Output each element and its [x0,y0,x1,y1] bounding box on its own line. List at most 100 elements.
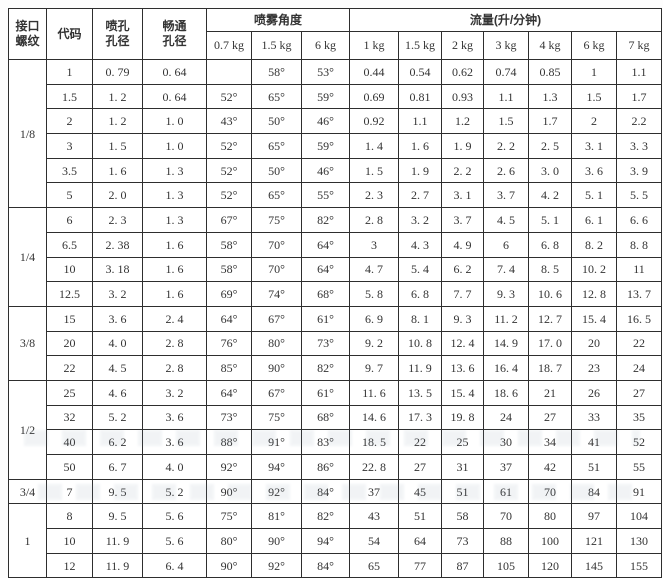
cell-spray-angle: 85° [206,355,252,381]
cell-clear-diameter: 2. 8 [142,355,207,381]
table-row: 20 4. 0 2. 8 76° 80° 73° 9. 2 10. 8 12. 4 14. 9 17… [9,330,662,357]
cell-spray-angle: 68° [301,281,350,307]
table-row: 22 4. 5 2. 8 85° 90° 82° 9. 7 11. 9 13. 6 16. 4 18… [9,355,662,381]
cell-spray-angle: 94° [301,528,350,554]
cell-flow-rate: 24 [483,404,529,431]
cell-flow-rate: 14. 6 [349,404,399,431]
cell-spray-angle: 75° [206,503,252,530]
cell-flow-rate: 77 [398,552,442,578]
cell-spray-angle: 46° [301,108,350,135]
cell-flow-rate: 4. 3 [398,231,442,258]
cell-code: 6 [46,207,93,233]
cell-flow-rate: 2. 6 [483,157,529,184]
cell-clear-diameter: 2. 4 [142,305,207,332]
cell-flow-rate: 51 [571,454,617,480]
cell-flow-rate: 1. 9 [398,157,442,184]
cell-flow-rate: 15. 4 [441,379,484,406]
cell-clear-diameter: 2. 8 [142,330,207,357]
cell-spray-angle: 61° [301,379,350,406]
cell-flow-rate: 6. 2 [441,256,484,283]
cell-flow-rate: 11. 2 [483,305,529,332]
cell-spray-angle: 88° [206,429,252,455]
cell-code: 12.5 [46,281,93,307]
cell-spray-angle: 52° [206,133,252,159]
cell-orifice-diameter: 3. 2 [92,281,143,307]
cell-spray-angle: 75° [251,207,302,233]
cell-spray-angle: 64° [206,305,252,332]
cell-spray-angle: 86° [301,454,350,480]
cell-code: 22 [46,355,93,381]
table-row: 12.5 3. 2 1. 6 69° 74° 68° 5. 8 6. 8 7. 7 9. 3 10.… [9,281,662,307]
cell-flow-rate: 64 [398,528,442,554]
cell-flow-rate: 22 [398,429,442,455]
cell-spray-angle: 59° [301,133,350,159]
cell-flow-rate: 19. 8 [441,404,484,431]
cell-flow-rate: 11 [616,256,662,283]
thread-group-label: 1 [8,503,47,578]
cell-flow-rate: 23 [571,355,617,381]
cell-flow-rate: 41 [571,429,617,455]
cell-flow-rate: 2. 2 [441,157,484,184]
cell-flow-rate: 31 [441,454,484,480]
cell-spray-angle: 90° [251,528,302,554]
cell-flow-rate: 11. 9 [398,355,442,381]
cell-flow-rate: 2.2 [616,108,662,135]
cell-flow-rate: 91 [616,478,662,505]
cell-clear-diameter: 1. 6 [142,281,207,307]
cell-flow-rate: 43 [349,503,399,530]
cell-flow-rate: 7. 7 [441,281,484,307]
cell-spray-angle: 84° [301,478,350,505]
cell-spray-angle: 75° [251,404,302,431]
cell-flow-rate: 8. 1 [398,305,442,332]
cell-flow-rate: 70 [483,503,529,530]
cell-spray-angle: 81° [251,503,302,530]
header-clear-diameter: 畅通 孔径 [142,8,207,60]
cell-clear-diameter: 1. 0 [142,108,207,135]
cell-flow-rate: 9. 7 [349,355,399,381]
flow-pressure-col-header: 3 kg [483,31,529,60]
cell-clear-diameter: 5. 6 [142,528,207,554]
cell-flow-rate: 1.7 [528,108,572,135]
cell-clear-diameter: 1. 3 [142,157,207,184]
cell-spray-angle: 52° [206,157,252,184]
cell-clear-diameter: 6. 4 [142,552,207,578]
cell-flow-rate: 1. 6 [398,133,442,159]
cell-flow-rate: 1.1 [398,108,442,135]
cell-spray-angle: 58° [206,256,252,283]
cell-spray-angle: 52° [206,182,252,209]
cell-flow-rate: 155 [616,552,662,578]
cell-flow-rate: 1.1 [616,59,662,85]
cell-orifice-diameter: 11. 9 [92,528,143,554]
cell-spray-angle: 69° [206,281,252,307]
cell-flow-rate: 12. 4 [441,330,484,357]
cell-flow-rate: 1. 4 [349,133,399,159]
cell-flow-rate: 104 [616,503,662,530]
cell-spray-angle: 76° [206,330,252,357]
cell-flow-rate: 18. 6 [483,379,529,406]
cell-flow-rate: 2. 3 [349,182,399,209]
cell-flow-rate: 22. 8 [349,454,399,480]
cell-flow-rate: 9. 2 [349,330,399,357]
cell-flow-rate: 5. 4 [398,256,442,283]
cell-spray-angle: 91° [251,429,302,455]
cell-flow-rate: 7. 4 [483,256,529,283]
cell-flow-rate: 88 [483,528,529,554]
cell-flow-rate: 5. 8 [349,281,399,307]
cell-spray-angle: 80° [206,528,252,554]
thread-group-label: 1/2 [8,379,47,480]
cell-flow-rate: 100 [528,528,572,554]
cell-orifice-diameter: 2. 3 [92,207,143,233]
cell-spray-angle: 92° [206,454,252,480]
cell-flow-rate: 1. 9 [441,133,484,159]
cell-flow-rate: 16. 4 [483,355,529,381]
cell-flow-rate: 8. 5 [528,256,572,283]
cell-flow-rate: 51 [441,478,484,505]
cell-flow-rate: 11. 6 [349,379,399,406]
cell-flow-rate: 30 [483,429,529,455]
cell-flow-rate: 145 [571,552,617,578]
cell-spray-angle: 82° [301,207,350,233]
table-row: 1.5 1. 2 0. 64 52° 65° 59° 0.69 0.81 0.93 1.1 1.3 1… [9,83,662,110]
cell-flow-rate: 97 [571,503,617,530]
table-row: 3/4 7 9. 5 5. 2 90° 92° 84° 37 45 51 61 70 84 91 [8,478,662,505]
cell-flow-rate: 2. 2 [483,133,529,159]
